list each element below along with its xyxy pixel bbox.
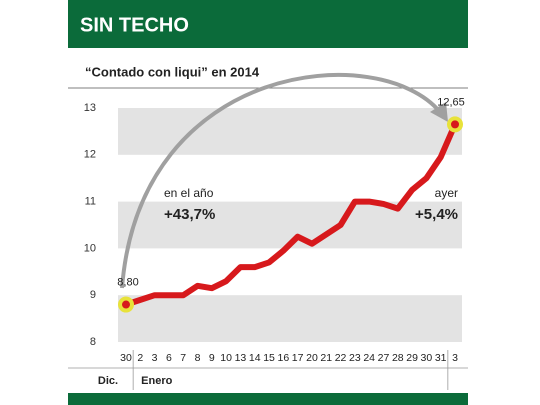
header-band bbox=[68, 0, 468, 48]
x-tick-label: 30 bbox=[120, 352, 132, 364]
y-tick-label: 10 bbox=[84, 242, 96, 254]
x-tick-label: 17 bbox=[292, 352, 304, 364]
y-tick-label: 9 bbox=[90, 289, 96, 301]
x-tick-label: 24 bbox=[363, 352, 375, 364]
x-tick-label: 14 bbox=[249, 352, 261, 364]
arrow bbox=[120, 72, 442, 289]
x-tick-label: 8 bbox=[195, 352, 201, 364]
x-tick-label: 31 bbox=[435, 352, 447, 364]
x-tick-label: 22 bbox=[335, 352, 347, 364]
x-tick-label: 10 bbox=[220, 352, 232, 364]
x-tick-label: 15 bbox=[263, 352, 275, 364]
annotation-label: en el año bbox=[164, 186, 214, 200]
x-tick-label: 3 bbox=[152, 352, 158, 364]
y-tick-label: 8 bbox=[90, 336, 96, 348]
data-label: 12,65 bbox=[437, 96, 465, 108]
data-label: 8,80 bbox=[117, 276, 138, 288]
x-tick-label: 16 bbox=[278, 352, 290, 364]
x-tick-label: 28 bbox=[392, 352, 404, 364]
x-tick-label: 2 bbox=[137, 352, 143, 364]
annotation-value: +5,4% bbox=[415, 206, 458, 223]
group-label: Dic. bbox=[98, 375, 118, 387]
x-tick-label: 20 bbox=[306, 352, 318, 364]
annotation-label: ayer bbox=[435, 186, 458, 200]
group-label: Enero bbox=[141, 375, 172, 387]
x-tick-label: 13 bbox=[235, 352, 247, 364]
x-tick-label: 23 bbox=[349, 352, 361, 364]
end-marker-core bbox=[122, 300, 130, 309]
y-tick-label: 13 bbox=[84, 102, 96, 114]
x-tick-label: 6 bbox=[166, 352, 172, 364]
annotation-value: +43,7% bbox=[164, 206, 215, 223]
x-tick-label: 29 bbox=[406, 352, 418, 364]
grid-band bbox=[118, 108, 462, 155]
x-tick-label: 30 bbox=[421, 352, 433, 364]
x-tick-label: 7 bbox=[180, 352, 186, 364]
x-tick-label: 21 bbox=[320, 352, 332, 364]
x-tick-label: 3 bbox=[452, 352, 458, 364]
grid-band bbox=[118, 295, 462, 342]
chart-subtitle: “Contado con liqui” en 2014 bbox=[85, 64, 260, 79]
arrow-head bbox=[430, 102, 448, 122]
y-tick-label: 11 bbox=[85, 196, 96, 208]
x-tick-label: 27 bbox=[378, 352, 390, 364]
x-tick-label: 9 bbox=[209, 352, 215, 364]
data-line bbox=[125, 123, 458, 308]
y-tick-label: 12 bbox=[84, 149, 96, 161]
end-marker-core bbox=[451, 120, 459, 129]
footer-band bbox=[68, 393, 468, 405]
chart-title: SIN TECHO bbox=[80, 14, 189, 36]
